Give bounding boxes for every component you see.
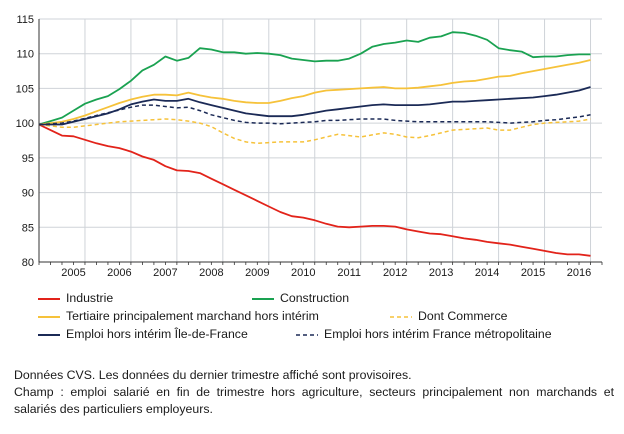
legend-item-commerce: Dont Commerce	[390, 308, 508, 324]
legend-item-tertiaire: Tertiaire principalement marchand hors i…	[38, 308, 319, 324]
chart-tick-labels: 80 85 90 95 100 105 110 115 2005 2006 2007 2008 2009…	[16, 14, 592, 279]
x-tick-label: 2011	[337, 267, 361, 279]
series-line-4	[39, 86, 591, 126]
chart-axes	[38, 19, 603, 265]
legend-swatch-france	[296, 333, 318, 336]
legend-item-france: Emploi hors intérim France métropolitain…	[296, 326, 552, 342]
legend-label-industrie: Industrie	[66, 291, 114, 305]
legend-label-commerce: Dont Commerce	[418, 309, 508, 323]
series-line-5	[38, 104, 591, 126]
x-tick-label: 2009	[245, 267, 269, 279]
chart-grid	[39, 18, 602, 262]
x-tick-label: 2012	[383, 267, 407, 279]
legend-item-idf: Emploi hors intérim Île-de-France	[38, 326, 248, 342]
y-tick-label: 85	[22, 222, 34, 234]
x-tick-label: 2015	[521, 267, 545, 279]
y-tick-label: 80	[22, 257, 34, 269]
legend-label-construction: Construction	[280, 291, 350, 305]
legend-swatch-tertiaire	[38, 315, 60, 318]
legend-swatch-industrie	[38, 297, 60, 300]
series-line-3	[38, 118, 591, 145]
y-tick-label: 95	[22, 153, 34, 165]
x-tick-label: 2010	[291, 267, 315, 279]
note-scope: Champ : emploi salarié en fin de trimest…	[14, 385, 614, 416]
x-tick-label: 2006	[107, 267, 131, 279]
x-tick-label: 2016	[567, 267, 591, 279]
y-tick-label: 115	[16, 14, 34, 26]
legend-swatch-idf	[38, 333, 60, 336]
legend-item-industrie: Industrie	[38, 290, 113, 306]
x-tick-label: 2013	[429, 267, 453, 279]
legend-swatch-commerce	[390, 315, 412, 318]
series-line-1	[38, 31, 591, 126]
chart-notes: Données CVS. Les données du dernier trim…	[14, 367, 614, 418]
x-tick-label: 2007	[153, 267, 177, 279]
note-data-source: Données CVS. Les données du dernier trim…	[14, 368, 412, 382]
x-tick-label: 2005	[61, 267, 85, 279]
chart-series	[38, 31, 591, 257]
y-tick-label: 110	[16, 49, 34, 61]
y-tick-label: 105	[16, 83, 34, 95]
series-line-2	[38, 59, 591, 126]
legend-label-tertiaire: Tertiaire principalement marchand hors i…	[66, 309, 319, 323]
legend-label-france: Emploi hors intérim France métropolitain…	[324, 327, 552, 341]
y-tick-label: 100	[16, 118, 34, 130]
legend-swatch-construction	[252, 297, 274, 300]
series-line-0	[38, 123, 591, 257]
y-tick-label: 90	[22, 188, 34, 200]
line-chart: 80 85 90 95 100 105 110 115 2005 2006 2007 2008 2009…	[16, 14, 603, 279]
x-tick-label: 2014	[475, 267, 499, 279]
legend-item-construction: Construction	[252, 290, 349, 306]
x-tick-label: 2008	[199, 267, 223, 279]
legend-label-idf: Emploi hors intérim Île-de-France	[66, 327, 248, 341]
